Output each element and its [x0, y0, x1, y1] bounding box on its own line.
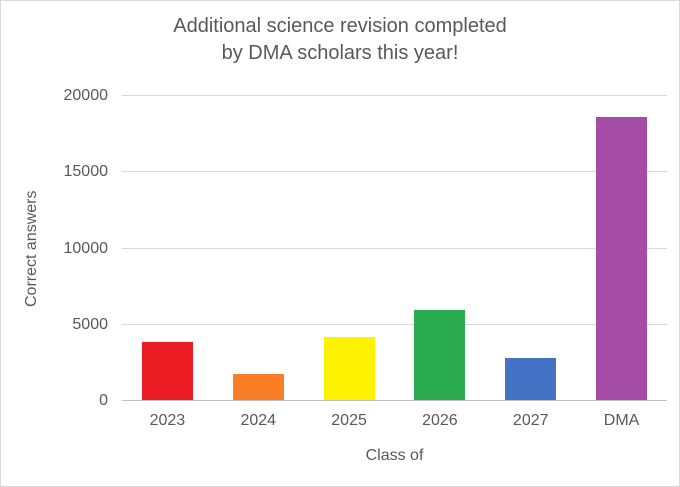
bar-2023 — [141, 341, 193, 401]
y-tick-label-15000: 15000 — [63, 163, 109, 181]
x-tick-label-2026: 2026 — [422, 412, 458, 429]
bar-slot-2025 — [304, 96, 395, 401]
gridline-5000 — [122, 323, 667, 325]
x-tick-label-2027: 2027 — [512, 412, 549, 429]
bar-2026 — [414, 309, 466, 401]
x-axis-line — [122, 400, 667, 401]
plot-area — [122, 95, 667, 401]
bar-2025 — [323, 336, 375, 401]
y-tick-label-10000: 10000 — [63, 239, 109, 257]
bar-slot-DMA — [576, 96, 667, 401]
bar-slot-2024 — [213, 96, 304, 401]
gridline-20000 — [122, 95, 667, 96]
x-tick-label-2024: 2024 — [240, 412, 277, 429]
bars — [122, 96, 667, 401]
x-tick-label-DMA: DMA — [603, 412, 640, 429]
x-axis-tick-labels: 2023 2024 2025 2026 2027 DMA — [122, 412, 667, 430]
x-tick-label-2025: 2025 — [331, 412, 367, 429]
bar-2027 — [505, 358, 557, 401]
bar-2024 — [232, 374, 284, 401]
bar-slot-2023 — [122, 96, 213, 401]
bar-slot-2027 — [485, 96, 576, 401]
bar-slot-2026 — [394, 96, 485, 401]
gridline-15000 — [122, 171, 667, 173]
chart-title: Additional science revision completed by… — [1, 13, 679, 67]
chart-title-line1: Additional science revision completed — [173, 15, 507, 37]
gridline-10000 — [122, 247, 667, 249]
y-tick-label-20000: 20000 — [63, 87, 109, 104]
y-axis-tick-labels: 0 5000 10000 15000 20000 — [1, 88, 109, 409]
x-tick-label-2023: 2023 — [149, 412, 186, 429]
gridlines — [122, 95, 667, 401]
x-axis-title: Class of — [365, 447, 424, 464]
bar-DMA — [596, 117, 648, 401]
y-tick-label-5000: 5000 — [72, 315, 108, 333]
chart-title-line2: by DMA scholars this year! — [221, 42, 459, 64]
y-tick-label-0: 0 — [99, 392, 108, 409]
